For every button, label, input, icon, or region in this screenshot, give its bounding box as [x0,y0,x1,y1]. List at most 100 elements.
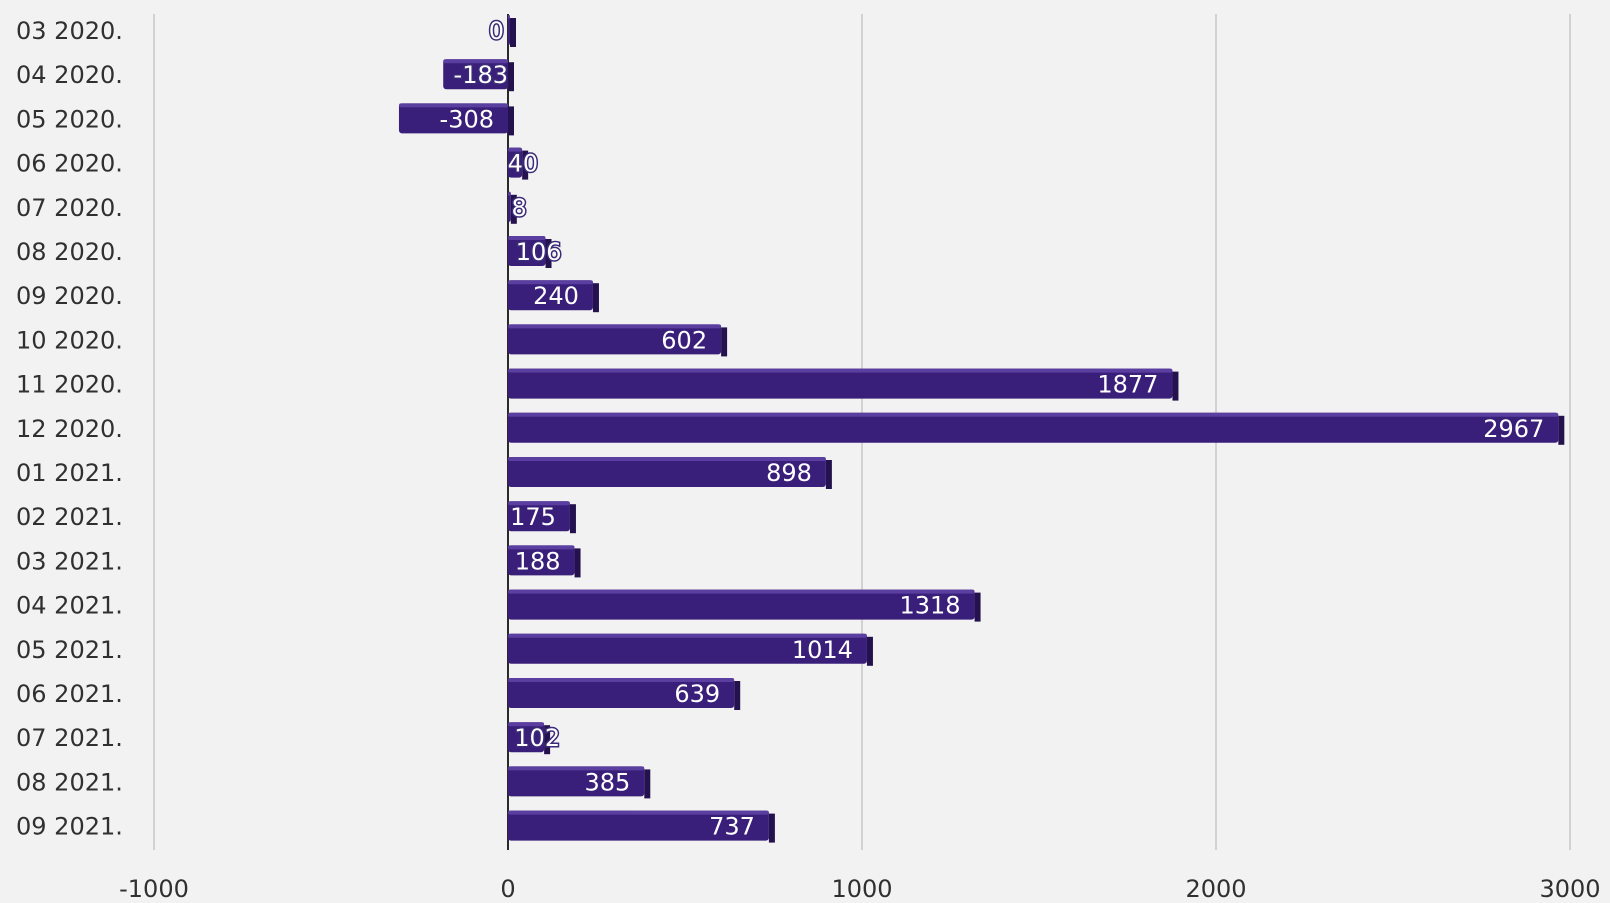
category-label: 08 2021. [16,768,123,796]
category-label: 09 2021. [16,813,123,841]
bar-group: 1318 [508,589,981,622]
category-label: 02 2021. [16,503,123,531]
bar-group: 2967 [508,412,1565,445]
bar-side [544,725,551,755]
data-label: 175 [510,503,556,531]
category-label: 10 2020. [16,326,123,354]
category-label: 07 2020. [16,194,123,222]
category-label: 11 2020. [16,371,123,399]
bar-highlight [508,147,523,152]
data-label: 1877 [1097,371,1158,399]
bar-side [734,681,741,710]
data-label: 898 [766,459,812,487]
bar-highlight [508,368,1173,373]
category-label: 06 2020. [16,150,123,178]
bar-group: 8 [508,191,528,224]
bar-group: 106 [508,236,563,268]
bar [508,147,523,178]
bar-group: 175 [508,501,576,534]
bar-highlight [508,457,826,461]
data-label: 188 [515,547,561,575]
data-label: 2967 [1483,415,1544,443]
bar-side [825,460,832,489]
data-label: 8 [512,194,527,222]
bar-group: 385 [508,766,651,799]
bar-highlight [398,103,508,108]
category-label: 08 2020. [16,238,123,266]
category-label: 09 2020. [16,282,123,310]
bar-highlight [508,589,975,594]
category-labels: 03 2020. 04 2020. 05 2020. 06 2020. 07 2020.… [16,17,123,841]
data-label: 639 [674,680,720,708]
bar-side [721,327,728,357]
bar-highlight [508,545,575,550]
data-label: 40 [508,150,539,178]
bar-side [592,283,599,313]
bar-group: -308 [398,103,514,136]
bar-group: 639 [508,678,741,710]
bar [508,191,511,222]
bar-highlight [508,236,546,240]
bar-highlight [508,191,511,196]
bar-group: 240 [508,280,599,313]
bar-group: 102 [508,722,562,755]
x-tick-label: 1000 [831,875,892,903]
bar-side [545,239,552,268]
bar-highlight [508,766,645,771]
bars: 0 -183 -308 40 8 106 240 602 1877 2967 898 175 188 13… [398,15,1565,843]
bar-side [974,592,981,622]
bar-side [866,636,873,666]
x-tick-label: 0 [500,875,515,903]
category-label: 07 2021. [16,724,123,752]
bar-group: 737 [508,810,775,843]
bar [508,722,545,753]
bar-group: 1877 [508,368,1179,401]
category-label: 05 2020. [16,105,123,133]
bar-side [510,194,517,224]
bar [508,545,575,576]
bar-highlight [508,501,570,506]
bar-highlight [508,678,735,682]
bar-group: 898 [508,457,832,489]
bar [508,280,593,311]
category-label: 04 2021. [16,592,123,620]
bar [508,412,1559,443]
category-label: 05 2021. [16,636,123,664]
bar-highlight [508,412,1559,417]
bar-highlight [443,59,508,64]
bar-side [510,18,516,47]
bar-group: 188 [508,545,581,578]
bar [508,810,769,841]
bar-side [569,504,576,534]
bar-group: 1014 [508,633,873,666]
bar [443,59,508,90]
data-label: 240 [533,282,579,310]
bar-highlight [508,722,545,727]
bar [508,766,645,797]
bar-group: 40 [506,147,540,180]
category-label: 03 2020. [16,17,123,45]
bar-side [768,813,775,843]
data-label: 737 [709,813,755,841]
x-tick-label: 3000 [1539,875,1600,903]
bar [508,589,975,620]
data-label: -308 [440,105,494,133]
category-label: 01 2021. [16,459,123,487]
bar-side [522,150,529,180]
x-tick-label: 2000 [1185,875,1246,903]
bar [398,103,508,134]
bar-group: 602 [508,324,728,357]
bar-highlight [508,15,510,19]
bar-side [1172,371,1179,401]
data-label: 1014 [792,636,853,664]
bar-side [644,769,651,799]
bar [508,457,826,487]
data-label: 385 [584,768,630,796]
x-axis-ticks: -1000 0 1000 2000 3000 [119,875,1600,903]
data-label: 102 [514,724,560,752]
bar [508,678,735,708]
bar-side [1558,415,1565,445]
bar-highlight [508,810,769,815]
bar-side [508,62,514,92]
